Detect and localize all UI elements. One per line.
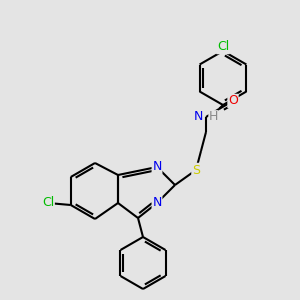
Text: N: N (152, 196, 162, 209)
Text: H: H (209, 110, 218, 124)
Text: S: S (192, 164, 200, 176)
Text: Cl: Cl (217, 40, 229, 53)
Text: Cl: Cl (42, 196, 54, 209)
Text: N: N (152, 160, 162, 173)
Text: O: O (228, 94, 238, 107)
Text: N: N (194, 110, 203, 124)
